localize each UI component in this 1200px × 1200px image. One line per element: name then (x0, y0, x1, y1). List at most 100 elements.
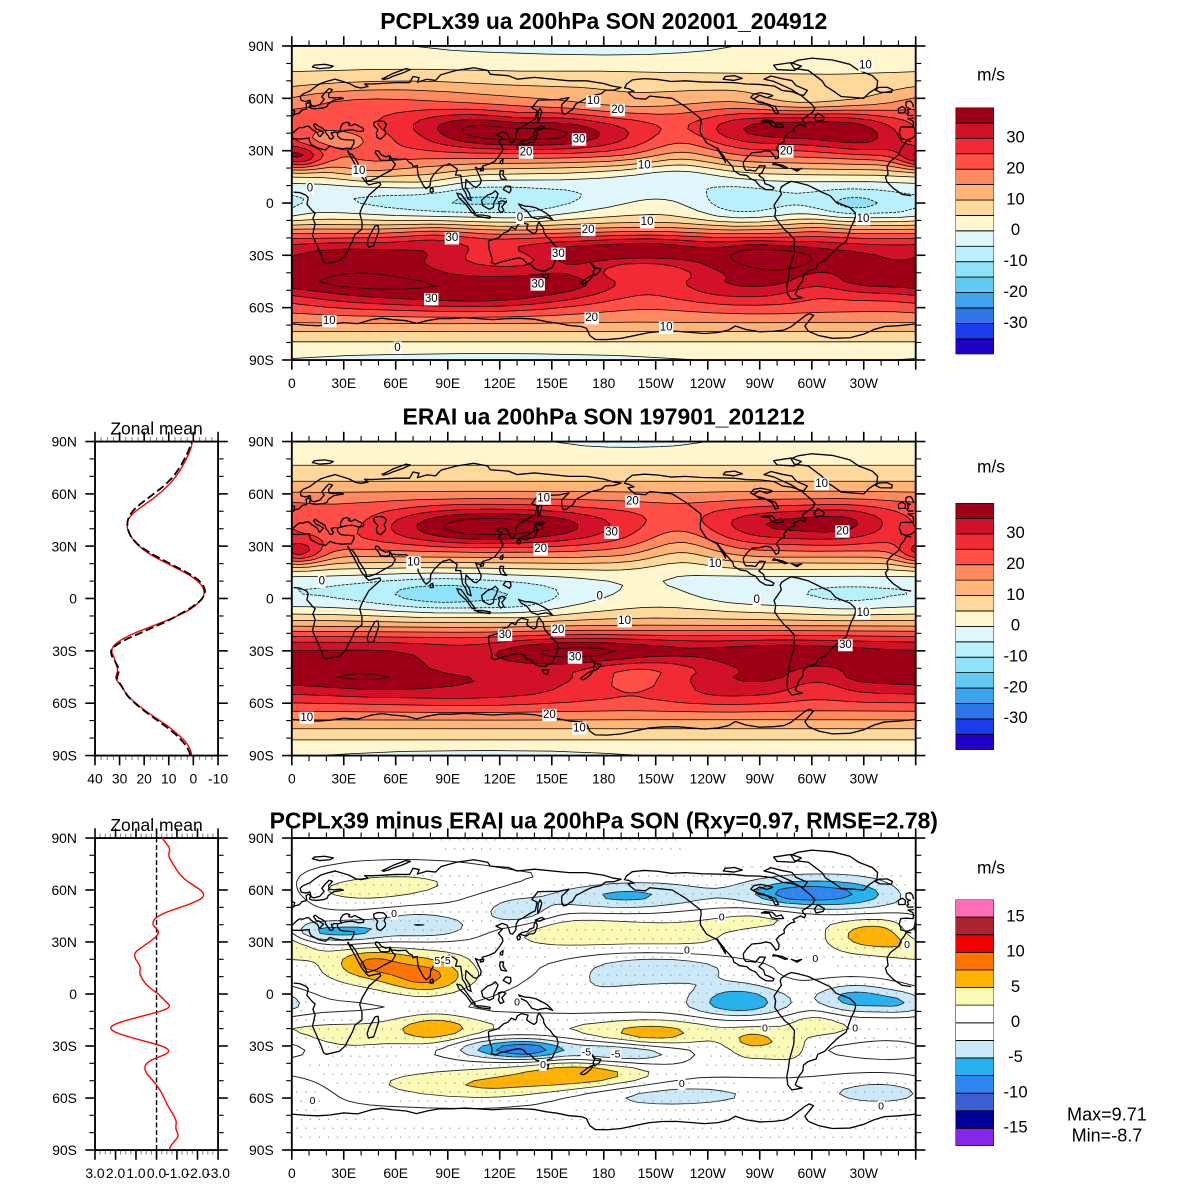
svg-text:m/s: m/s (977, 457, 1005, 477)
svg-text:60E: 60E (383, 375, 408, 391)
svg-text:ERAI ua 200hPa SON 197901_2012: ERAI ua 200hPa SON 197901_201212 (403, 403, 805, 429)
svg-text:0: 0 (391, 908, 397, 920)
svg-text:10: 10 (859, 59, 872, 71)
svg-text:-1.0: -1.0 (165, 1165, 189, 1181)
svg-text:10: 10 (573, 722, 586, 734)
svg-text:120W: 120W (690, 771, 727, 787)
svg-text:30: 30 (446, 232, 459, 244)
svg-text:0: 0 (394, 342, 400, 354)
svg-text:60S: 60S (249, 695, 274, 711)
svg-text:150W: 150W (638, 375, 675, 391)
svg-text:60E: 60E (383, 1165, 408, 1181)
svg-text:30: 30 (531, 279, 544, 291)
svg-text:Min=-8.7: Min=-8.7 (1072, 1126, 1143, 1146)
svg-text:20: 20 (1006, 554, 1025, 573)
svg-text:10: 10 (641, 216, 654, 228)
svg-text:90W: 90W (745, 375, 774, 391)
svg-text:90S: 90S (249, 748, 274, 764)
svg-text:30: 30 (1006, 523, 1025, 542)
svg-text:0: 0 (719, 911, 725, 923)
svg-text:5: 5 (1011, 977, 1020, 996)
svg-text:20: 20 (626, 495, 639, 507)
svg-text:10: 10 (1006, 189, 1025, 208)
svg-text:30: 30 (499, 629, 512, 641)
svg-text:30W: 30W (849, 375, 878, 391)
svg-text:10: 10 (300, 712, 313, 724)
svg-text:0: 0 (1011, 1012, 1020, 1031)
svg-text:150W: 150W (638, 771, 675, 787)
svg-text:0: 0 (69, 590, 77, 606)
svg-text:30: 30 (573, 134, 586, 146)
svg-text:0: 0 (684, 944, 690, 956)
svg-text:0: 0 (762, 1022, 768, 1034)
svg-text:0: 0 (310, 1095, 316, 1107)
svg-text:20: 20 (585, 312, 598, 324)
svg-text:20: 20 (534, 543, 547, 555)
svg-text:20: 20 (836, 525, 849, 537)
svg-text:Zonal mean: Zonal mean (110, 815, 202, 835)
svg-text:30N: 30N (51, 934, 76, 950)
svg-text:10: 10 (709, 558, 722, 570)
svg-text:30N: 30N (51, 538, 76, 554)
svg-text:-3.0: -3.0 (206, 1165, 230, 1181)
svg-text:-10: -10 (1004, 1083, 1028, 1102)
svg-text:30S: 30S (52, 643, 77, 659)
svg-text:2.0: 2.0 (106, 1165, 126, 1181)
svg-text:90S: 90S (249, 352, 274, 368)
svg-text:10: 10 (638, 159, 651, 171)
svg-text:0.0: 0.0 (147, 1165, 167, 1181)
svg-text:20: 20 (520, 147, 533, 159)
svg-text:30: 30 (569, 652, 582, 664)
svg-text:0: 0 (266, 986, 274, 1002)
svg-text:3.0: 3.0 (85, 1165, 105, 1181)
svg-text:60W: 60W (798, 771, 827, 787)
svg-text:30: 30 (112, 771, 128, 787)
svg-text:0: 0 (904, 939, 910, 951)
svg-text:0: 0 (307, 183, 313, 195)
svg-text:0: 0 (878, 1100, 884, 1112)
svg-text:m/s: m/s (977, 65, 1005, 85)
svg-text:-5: -5 (611, 1048, 621, 1060)
svg-text:20: 20 (552, 624, 565, 636)
svg-text:90N: 90N (51, 830, 76, 846)
svg-text:60N: 60N (248, 90, 273, 106)
svg-text:0: 0 (1011, 616, 1020, 635)
svg-text:10: 10 (537, 493, 550, 505)
svg-text:60S: 60S (52, 1090, 77, 1106)
svg-text:90N: 90N (248, 38, 273, 54)
svg-text:-2.0: -2.0 (186, 1165, 210, 1181)
svg-text:30: 30 (605, 527, 618, 539)
svg-text:60S: 60S (249, 300, 274, 316)
svg-text:90E: 90E (435, 1165, 460, 1181)
svg-text:0: 0 (288, 1165, 296, 1181)
svg-text:90E: 90E (435, 771, 460, 787)
svg-text:150E: 150E (536, 375, 568, 391)
svg-text:30E: 30E (331, 375, 356, 391)
svg-text:90S: 90S (249, 1142, 274, 1158)
svg-text:60S: 60S (52, 695, 77, 711)
svg-text:20: 20 (582, 224, 595, 236)
svg-text:20: 20 (136, 771, 152, 787)
svg-text:0: 0 (266, 195, 274, 211)
svg-text:0: 0 (69, 986, 77, 1002)
svg-text:10: 10 (618, 615, 631, 627)
svg-text:60S: 60S (249, 1090, 274, 1106)
svg-text:20: 20 (611, 104, 624, 116)
svg-text:Zonal mean: Zonal mean (110, 419, 202, 439)
svg-text:PCPLx39 minus ERAI ua 200hPa S: PCPLx39 minus ERAI ua 200hPa SON (Rxy=0.… (270, 807, 938, 833)
svg-text:150W: 150W (638, 1165, 675, 1181)
svg-text:90E: 90E (435, 375, 460, 391)
svg-text:90W: 90W (745, 1165, 774, 1181)
svg-text:0: 0 (288, 771, 296, 787)
svg-text:180: 180 (592, 771, 615, 787)
svg-text:5: 5 (445, 955, 451, 967)
svg-text:10: 10 (161, 771, 177, 787)
svg-text:120W: 120W (690, 1165, 727, 1181)
svg-text:30: 30 (1006, 128, 1025, 147)
svg-text:30S: 30S (52, 1038, 77, 1054)
svg-text:30N: 30N (248, 538, 273, 554)
svg-text:30S: 30S (249, 643, 274, 659)
svg-text:5: 5 (434, 955, 440, 967)
svg-text:10: 10 (587, 95, 600, 107)
svg-text:40: 40 (87, 771, 103, 787)
